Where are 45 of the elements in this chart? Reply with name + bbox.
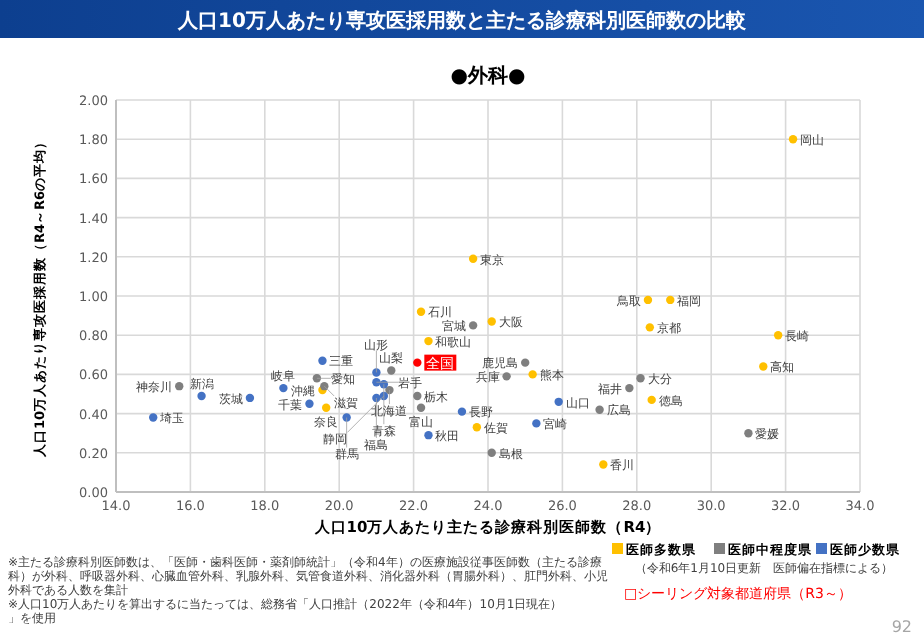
point bbox=[759, 362, 768, 371]
point bbox=[468, 321, 478, 330]
point bbox=[487, 448, 496, 457]
point bbox=[645, 323, 655, 332]
point bbox=[773, 331, 783, 340]
point bbox=[385, 385, 394, 395]
point bbox=[532, 419, 541, 428]
point bbox=[372, 368, 381, 377]
point bbox=[744, 429, 753, 438]
point bbox=[666, 295, 675, 305]
point bbox=[595, 405, 604, 414]
point bbox=[554, 397, 563, 407]
point bbox=[468, 254, 478, 263]
point bbox=[305, 399, 314, 408]
point bbox=[472, 423, 482, 432]
point bbox=[342, 413, 351, 422]
point bbox=[321, 403, 331, 412]
point bbox=[175, 381, 184, 391]
point bbox=[279, 383, 288, 393]
point bbox=[318, 356, 327, 365]
point bbox=[387, 366, 396, 375]
point bbox=[312, 374, 322, 383]
point bbox=[528, 370, 537, 379]
point bbox=[788, 135, 798, 144]
point bbox=[502, 372, 511, 381]
point bbox=[643, 295, 653, 305]
chart-subtitle: ●外科● bbox=[450, 64, 526, 88]
point bbox=[625, 383, 634, 393]
point bbox=[413, 391, 422, 401]
point bbox=[245, 393, 255, 403]
point bbox=[413, 358, 422, 367]
point bbox=[457, 407, 467, 416]
point bbox=[416, 307, 426, 316]
point bbox=[521, 358, 530, 367]
point bbox=[197, 391, 206, 401]
point bbox=[647, 395, 656, 405]
point bbox=[149, 413, 158, 422]
text: 92 bbox=[891, 618, 912, 636]
point bbox=[416, 403, 426, 412]
point bbox=[636, 374, 645, 383]
chart-title: 人口10万人あたり専攻医採用数と主たる診療科別医師数の比較 bbox=[176, 9, 748, 33]
point bbox=[599, 460, 608, 469]
point bbox=[424, 336, 433, 346]
point bbox=[487, 317, 496, 326]
point bbox=[424, 430, 433, 440]
